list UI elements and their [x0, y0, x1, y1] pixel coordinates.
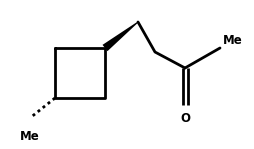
Text: Me: Me [222, 34, 242, 46]
Text: Me: Me [20, 130, 40, 143]
Text: O: O [179, 112, 189, 125]
Polygon shape [102, 22, 138, 51]
